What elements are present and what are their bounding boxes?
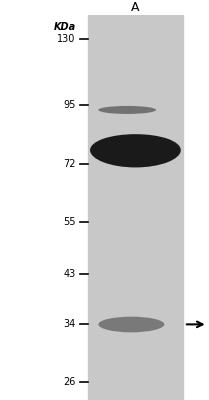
Ellipse shape (90, 134, 181, 168)
Text: 55: 55 (63, 217, 76, 227)
Text: 72: 72 (63, 160, 76, 170)
Ellipse shape (98, 317, 164, 332)
Text: KDa: KDa (53, 22, 76, 32)
Ellipse shape (98, 106, 156, 114)
Text: 34: 34 (63, 319, 76, 329)
Text: 26: 26 (63, 376, 76, 386)
Text: 43: 43 (63, 269, 76, 279)
Text: A: A (131, 1, 140, 14)
Text: 130: 130 (57, 34, 76, 44)
Text: 95: 95 (63, 100, 76, 110)
